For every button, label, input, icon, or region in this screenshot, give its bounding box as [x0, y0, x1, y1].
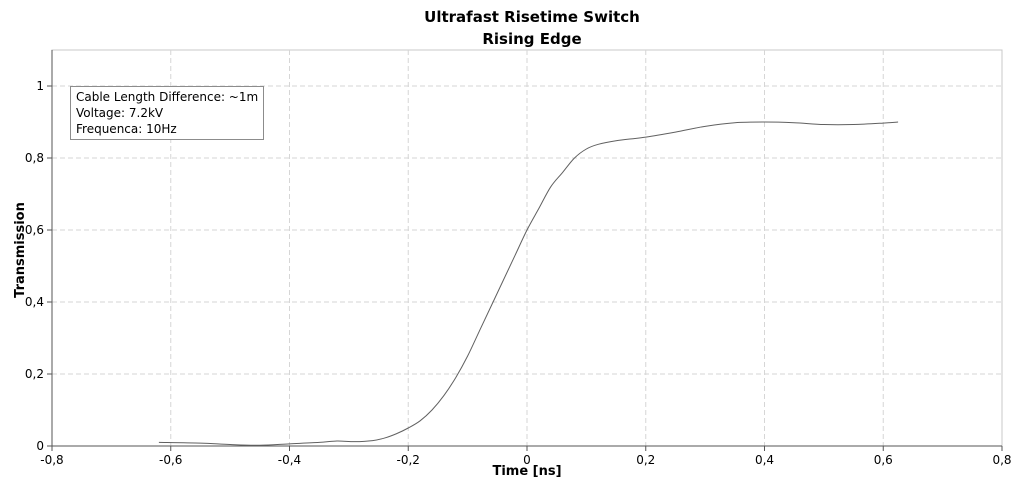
- x-tick-label: -0,4: [278, 453, 301, 467]
- x-tick-label: 0,4: [755, 453, 774, 467]
- x-tick-label: -0,6: [159, 453, 182, 467]
- y-tick-label: 0: [36, 439, 44, 453]
- x-tick-label: -0,2: [397, 453, 420, 467]
- y-tick-label: 0,8: [25, 151, 44, 165]
- x-tick-label: 0,2: [636, 453, 655, 467]
- y-tick-label: 1: [36, 79, 44, 93]
- x-axis-ticks: -0,8 -0,6 -0,4 -0,2 0 0,2 0,4 0,6 0,8: [40, 446, 1012, 467]
- annotation-frequency: Frequenca: 10Hz: [76, 122, 177, 136]
- x-axis-label: Time [ns]: [492, 464, 561, 479]
- x-tick-label: 0,8: [992, 453, 1011, 467]
- annotation-voltage: Voltage: 7.2kV: [76, 106, 164, 120]
- chart-title: Ultrafast Risetime Switch: [424, 8, 640, 26]
- x-tick-label: 0: [523, 453, 531, 467]
- x-tick-label: -0,8: [40, 453, 63, 467]
- x-tick-label: 0,6: [874, 453, 893, 467]
- y-axis-label: Transmission: [13, 202, 28, 298]
- annotation-box: Cable Length Difference: ~1m Voltage: 7.…: [70, 86, 264, 140]
- y-axis-ticks: 0 0,2 0,4 0,6 0,8 1: [25, 79, 52, 453]
- y-tick-label: 0,6: [25, 223, 44, 237]
- y-tick-label: 0,4: [25, 295, 44, 309]
- chart-subtitle: Rising Edge: [482, 30, 582, 48]
- annotation-cable-length: Cable Length Difference: ~1m: [76, 90, 259, 104]
- series-line: [158, 121, 899, 446]
- y-tick-label: 0,2: [25, 367, 44, 381]
